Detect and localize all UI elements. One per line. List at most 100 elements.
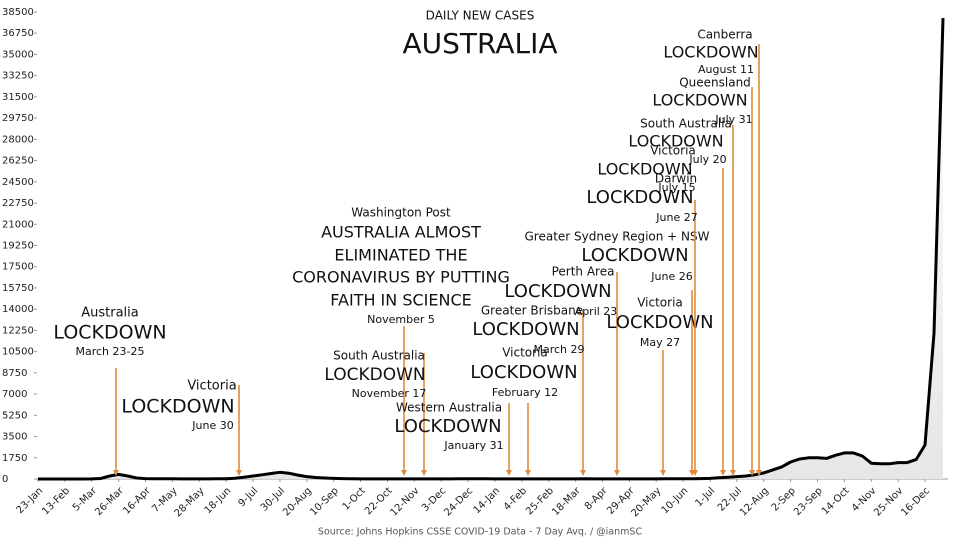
x-tick-label: 18-Mar [550,485,583,518]
y-tick-label: 31500 [2,92,34,103]
x-tick-label: 12-Aug [738,485,771,518]
arrow-head [506,470,512,476]
annotation-text: August 11 [698,63,754,76]
chart-title: AUSTRALIA [402,27,557,60]
x-tick-label: 10-Jun [660,485,691,516]
annotation-text: LOCKDOWN [504,281,611,302]
arrow-head [660,470,666,476]
x-tick-label: 23-Jan [15,485,46,516]
annotation-text: Australia [81,306,139,321]
x-tick-label: 20-May [630,485,664,519]
annotation-text: LOCKDOWN [628,132,723,151]
y-tick-label: 12250 [2,325,34,336]
annotation: Perth Area LOCKDOWN April 23 [504,265,620,476]
y-tick-label: 7000 [2,389,27,400]
annotation-text: June 30 [191,419,233,432]
annotation-text: Victoria [187,379,236,394]
annotation-text: Victoria [637,296,683,310]
x-tick-label: 9-Jul [237,485,261,509]
x-tick-label: 16-Apr [121,485,153,517]
annotation-text: LOCKDOWN [606,312,713,333]
arrow-head [692,470,698,476]
annotation-text: June 27 [655,211,697,224]
x-tick-label: 12-Nov [388,485,421,518]
x-tick-label: 18-Jun [203,485,234,516]
annotation-text: LOCKDOWN [663,43,758,62]
annotation: South Australia LOCKDOWN November 17 [324,349,427,476]
arrow-head [401,470,407,476]
x-tick-label: 20-Aug [281,485,314,518]
y-tick-label: 36750 [2,28,34,39]
y-tick-label: 15750 [2,283,34,294]
annotation-text: January 31 [443,439,503,452]
annotation-text: May 27 [640,336,680,349]
annotation-text: LOCKDOWN [470,362,577,383]
annotation: Victoria LOCKDOWN July 15 [597,144,726,476]
arrow-head [525,470,531,476]
annotation-text: LOCKDOWN [53,322,166,344]
arrow-head [720,470,726,476]
y-tick-label: 1750 [2,453,27,464]
annotation-text: LOCKDOWN [324,365,425,385]
y-tick-label: 28000 [2,134,34,145]
arrow-head [421,470,427,476]
annotation-text: LOCKDOWN [394,416,501,437]
annotation: Victoria LOCKDOWN February 12 [470,346,578,476]
arrow-head [236,470,242,476]
source-note: Source: Johns Hopkins CSSE COVID-19 Data… [318,527,643,538]
annotation-text: South Australia [333,349,425,363]
x-tick-label: 28-May [173,485,207,519]
annotation-text: March 23-25 [76,345,145,358]
x-tick-label: 10-Sep [308,485,341,518]
annotation-text: Perth Area [552,265,615,279]
annotation-text: Queensland [679,76,751,90]
y-tick-label: 8750 [2,368,27,379]
x-tick-label: 13-Feb [40,485,72,517]
y-tick-label: 17500 [2,262,34,273]
annotation-text: LOCKDOWN [581,245,688,266]
x-tick-label: 16-Dec [899,485,932,518]
annotation-text: April 23 [575,305,618,318]
arrow-head [730,470,736,476]
annotation-text: July 20 [688,153,726,166]
annotation-text: LOCKDOWN [121,396,234,418]
annotation-text: ELIMINATED THE [334,246,467,265]
annotation-text: June 26 [650,270,692,283]
y-tick-label: 29750 [2,113,34,124]
annotation: Greater Brisbane LOCKDOWN March 29 [472,304,586,476]
cases-line [38,18,945,481]
annotation-text: Washington Post [351,206,451,220]
x-tick-label: 14-Oct [820,485,852,517]
y-tick-label: 0 [2,474,8,485]
arrow-head [749,470,755,476]
annotation-text: November 5 [367,313,435,326]
x-tick-label: 1-Jul [693,485,717,509]
annotation-text: Western Australia [396,401,502,415]
arrow-head [580,470,586,476]
y-tick-label: 5250 [2,410,27,421]
x-tick-label: 14-Jan [472,485,503,516]
annotation-text: Darwin [655,172,697,186]
annotation-text: CORONAVIRUS BY PUTTING [292,268,510,287]
annotation: Washington Post AUSTRALIA ALMOST ELIMINATE… [292,206,510,476]
y-tick-label: 14000 [2,304,34,315]
annotation-text: July 31 [714,113,752,126]
annotation: Greater Sydney Region + NSWLOCKDOWNJune … [524,230,710,476]
annotation-text: AUSTRALIA ALMOST [321,223,481,242]
arrow-head [756,470,762,476]
x-tick-label: 25-Nov [872,485,905,518]
annotation-text: Canberra [697,28,752,42]
y-tick-label: 38500 [2,7,34,18]
y-tick-label: 10500 [2,347,34,358]
x-tick-label: 26-Mar [93,485,126,518]
annotation-text: Greater Brisbane [481,304,583,318]
annotation: Victoria LOCKDOWN May 27 [606,296,714,476]
annotation-text: March 29 [533,343,584,356]
